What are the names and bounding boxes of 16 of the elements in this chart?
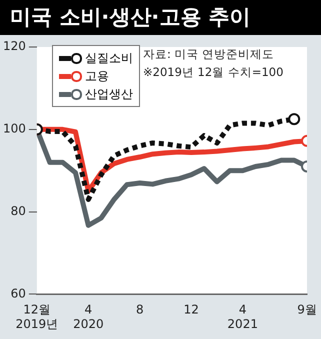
y-tick-label: 80 — [10, 204, 26, 218]
legend-label: 고용 — [85, 68, 109, 85]
y-tick-label: 60 — [10, 286, 26, 300]
legend-label: 산업생산 — [85, 86, 133, 103]
y-tick-label: 120 — [3, 39, 26, 54]
annotation: 자료: 미국 연방준비제도 — [143, 46, 276, 63]
y-tick-label: 100 — [3, 122, 26, 136]
x-tick-label: 4 2020 — [73, 302, 104, 331]
x-tick-label: 9월 — [297, 302, 317, 317]
x-tick-label: 12 — [184, 302, 199, 317]
x-tick-label: 8 — [136, 302, 144, 317]
x-tick-label: 4 2021 — [227, 302, 258, 331]
x-tick-label: 12월 2019년 — [16, 302, 58, 331]
chart-title: 미국 소비·생산·고용 추이 — [0, 0, 321, 35]
legend-label: 실질소비 — [85, 50, 133, 67]
annotation: ※2019년 12월 수치=100 — [143, 64, 284, 81]
